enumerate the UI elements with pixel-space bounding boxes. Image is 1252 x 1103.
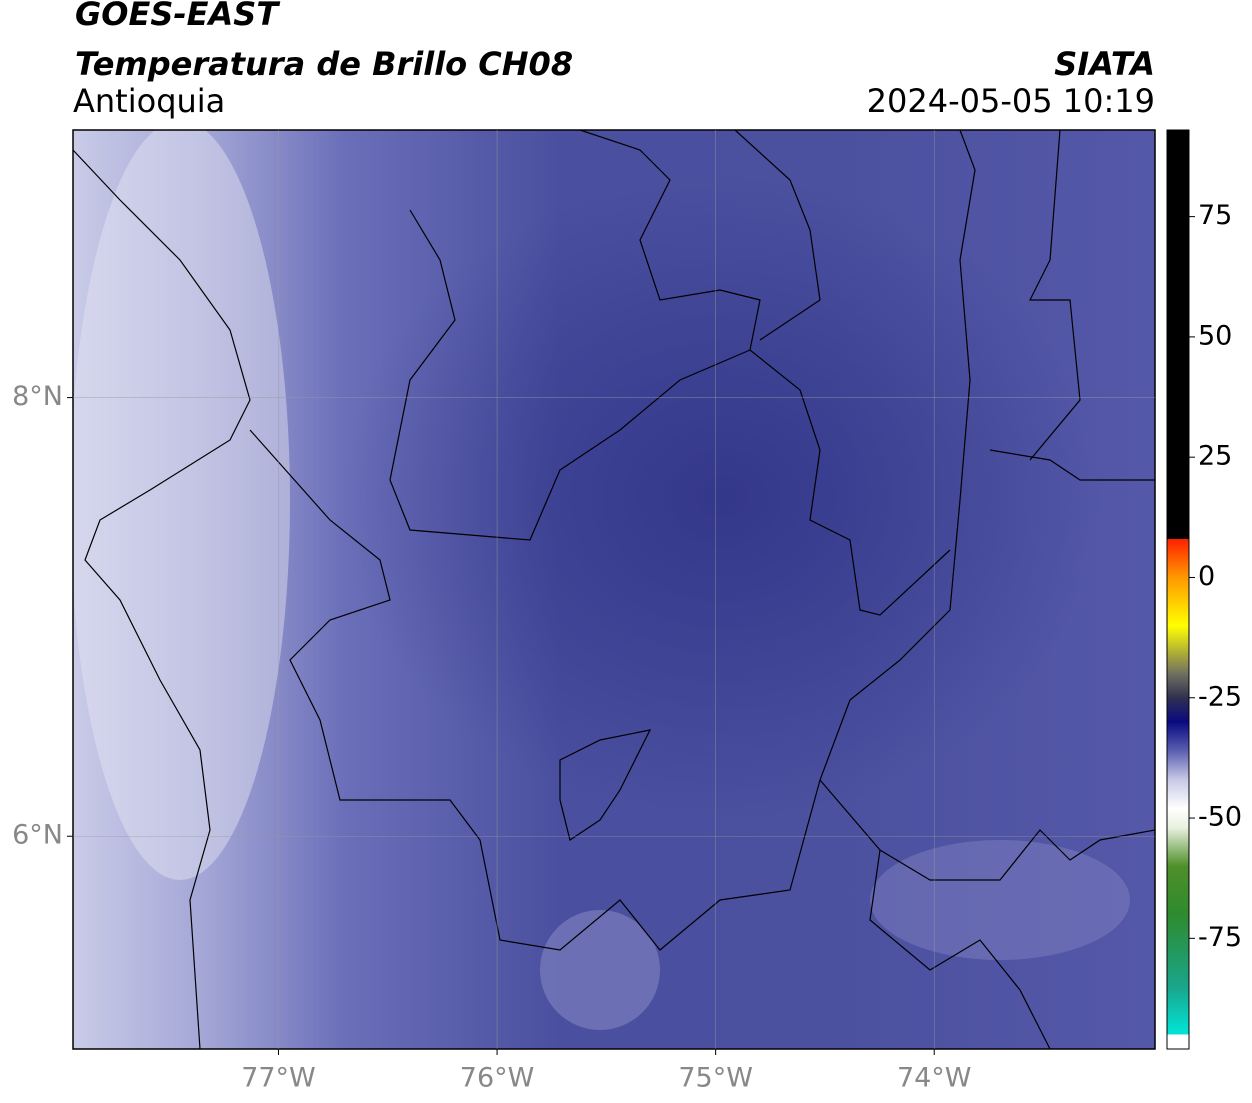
region: Antioquia: [73, 82, 225, 120]
colorbar-tick-label: 75: [1198, 200, 1232, 231]
department-border: [389, 130, 761, 541]
source: SIATA: [1054, 45, 1155, 83]
datetime: 2024-05-05 10:19: [867, 82, 1155, 120]
title: GOES-EAST: [75, 0, 280, 33]
y-tick-label: 8°N: [12, 381, 63, 412]
x-tick-label: 75°W: [678, 1063, 753, 1094]
colorbar-tick-label: -50: [1198, 802, 1242, 833]
map-frame: [72, 129, 1156, 1050]
colorbar-tick-label: 25: [1198, 441, 1232, 472]
y-tick-label: 6°N: [12, 820, 63, 851]
department-border: [989, 130, 1155, 481]
department-border: [819, 779, 1155, 1049]
x-tick-label: 76°W: [460, 1063, 535, 1094]
colorbar-tick-label: 50: [1198, 320, 1232, 351]
map-field: [73, 130, 1155, 1049]
subtitle: Temperatura de Brillo CH08: [75, 45, 573, 83]
municipality-border: [559, 729, 652, 841]
x-tick-label: 74°W: [897, 1063, 972, 1094]
colorbar-tick-label: 0: [1198, 561, 1215, 592]
colorbar-tick-label: -75: [1198, 922, 1242, 953]
x-tick-label: 77°W: [241, 1063, 316, 1094]
department-border: [734, 130, 821, 341]
colorbar-tick-label: -25: [1198, 681, 1242, 712]
department-border: [749, 349, 951, 616]
coastline: [73, 149, 251, 1049]
colorbar: [1166, 129, 1190, 1050]
department-border: [249, 130, 976, 951]
